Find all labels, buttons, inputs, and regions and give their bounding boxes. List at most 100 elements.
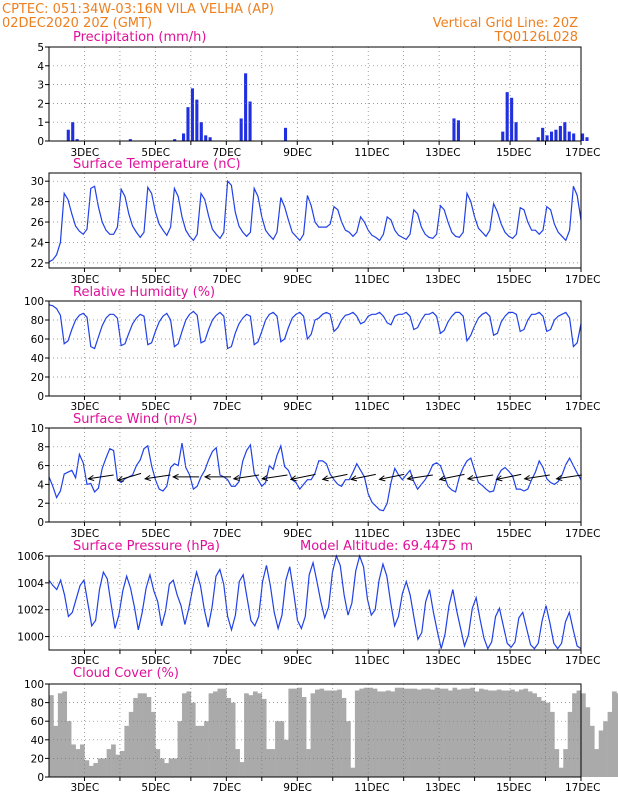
wind-xtick-label: 3DEC — [70, 528, 99, 540]
cloud-cover-bar — [328, 690, 334, 777]
cloud-cover-bar — [173, 758, 178, 777]
cloud-cover-bar — [350, 767, 356, 777]
cloud-cover-bar — [496, 689, 502, 777]
temperature-xtick-label: 17DEC — [565, 274, 600, 286]
wind-xtick-label: 13DEC — [425, 528, 460, 540]
wind-arrow-head — [261, 474, 269, 482]
cloud-cover-bar — [532, 693, 537, 777]
humidity-xtick-label: 9DEC — [283, 401, 312, 413]
humidity-xtick-label: 11DEC — [354, 401, 389, 413]
header-init-time: 02DEC2020 20Z (GMT) — [2, 16, 152, 31]
temperature-ytick-label: 26 — [31, 217, 45, 229]
pressure-xtick-label: 7DEC — [212, 655, 241, 667]
cloud-cover-bar — [363, 687, 369, 777]
precipitation-xtick-label: 5DEC — [141, 147, 170, 159]
cloud-cover-bar — [589, 725, 595, 777]
wind-arrow — [262, 474, 288, 480]
cloud-cover-ytick-label: 100 — [24, 679, 44, 691]
cloud-cover-bar — [235, 749, 240, 777]
cloud-cover-bar — [297, 687, 302, 777]
precipitation-bar — [510, 97, 514, 141]
precipitation-bar — [71, 122, 75, 141]
wind-arrow-head — [406, 474, 414, 482]
precipitation-bar — [208, 137, 212, 141]
cloud-cover-plot-frame — [48, 683, 582, 778]
wind-arrow-head — [232, 474, 240, 482]
precipitation-bar — [554, 129, 558, 141]
wind-arrow — [322, 473, 348, 480]
cloud-cover-xtick-label: 9DEC — [283, 782, 312, 794]
cloud-cover-bar — [465, 688, 471, 777]
cloud-cover-bar — [377, 691, 382, 777]
cloud-cover-bar — [150, 711, 156, 777]
wind-arrow-head — [495, 475, 503, 482]
cloud-cover-bar — [523, 688, 529, 777]
cloud-cover-bar — [487, 690, 493, 777]
wind-arrow-head — [87, 474, 95, 482]
cloud-cover-bar — [111, 744, 116, 777]
cloud-cover-bar — [164, 763, 169, 777]
cloud-cover-bar — [133, 697, 138, 777]
precipitation-bar — [567, 131, 571, 141]
humidity-ytick-label: 100 — [24, 296, 44, 308]
cloud-cover-bar — [315, 689, 320, 777]
cloud-cover-bar — [585, 707, 591, 777]
precipitation-xtick-label: 3DEC — [70, 147, 99, 159]
precipitation-bar — [248, 101, 252, 141]
cloud-cover-bar — [217, 688, 223, 777]
cloud-cover-bar — [310, 693, 316, 777]
precipitation-bar — [572, 133, 576, 141]
precipitation-bar — [501, 131, 505, 141]
cloud-cover-bar — [403, 688, 409, 777]
precipitation-ytick-label: 0 — [37, 136, 44, 148]
wind-xtick-label: 5DEC — [141, 528, 170, 540]
cloud-cover-bar — [204, 721, 209, 777]
cloud-cover-bar — [213, 691, 218, 777]
cloud-cover-bar — [323, 690, 329, 777]
precipitation-ytick-label: 4 — [37, 61, 44, 73]
cloud-cover-bar — [186, 691, 192, 777]
cloud-cover-bar — [199, 725, 205, 777]
wind-arrow-head — [116, 475, 124, 482]
cloud-cover-bar — [368, 687, 373, 777]
pressure-ytick-label: 1004 — [17, 578, 44, 590]
wind-arrow-head — [144, 474, 152, 482]
precipitation-bar — [195, 99, 199, 141]
cloud-cover-bar — [563, 749, 568, 777]
cloud-cover-bar — [581, 693, 586, 777]
cloud-cover-bar — [168, 758, 174, 777]
wind-xtick-label: 11DEC — [354, 528, 389, 540]
precipitation-bar — [204, 135, 208, 141]
cloud-cover-xtick-label: 3DEC — [70, 782, 99, 794]
cloud-cover-bar — [208, 693, 214, 777]
precipitation-bar — [75, 139, 79, 141]
cloud-cover-bar — [248, 695, 254, 777]
pressure-xtick-label: 17DEC — [565, 655, 600, 667]
precipitation-bar — [190, 88, 194, 141]
cloud-cover-bar — [461, 688, 467, 777]
cloud-cover-bar — [598, 730, 604, 777]
humidity-ytick-label: 20 — [31, 372, 44, 384]
cloud-cover-bar — [177, 721, 183, 777]
wind-ytick-label: 6 — [37, 461, 44, 473]
cloud-cover-bar — [607, 711, 613, 777]
pressure-xtick-label: 9DEC — [283, 655, 312, 667]
wind-arrow — [351, 473, 376, 480]
wind-arrow-head — [350, 475, 358, 482]
cloud-cover-bar — [470, 687, 475, 777]
temperature-series-line — [48, 179, 582, 263]
wind-xtick-label: 7DEC — [212, 528, 241, 540]
cloud-cover-bar — [306, 749, 311, 777]
temperature-xtick-label: 13DEC — [425, 274, 460, 286]
pressure-plot-frame — [48, 555, 582, 651]
wind-arrow — [407, 474, 433, 480]
cloud-cover-bar — [66, 721, 72, 777]
cloud-cover-bar — [612, 691, 617, 777]
cloud-cover-bar — [572, 693, 577, 777]
temperature-panel: 22 24 26 28 30 3DEC 5DEC 7DEC 9DEC 11DEC 13DEC 15DE… — [31, 172, 600, 286]
header-model-id: TQ0126L028 — [494, 30, 578, 45]
cloud-cover-bar — [332, 690, 338, 777]
wind-arrow — [233, 474, 260, 480]
cloud-cover-bar — [541, 700, 546, 777]
cloud-cover-xtick-label: 17DEC — [565, 782, 600, 794]
